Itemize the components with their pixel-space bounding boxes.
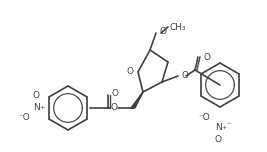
Text: O: O: [111, 104, 117, 112]
Text: +: +: [221, 125, 226, 130]
Text: ⁻: ⁻: [226, 121, 231, 131]
Polygon shape: [131, 92, 143, 108]
Text: +: +: [39, 105, 44, 110]
Text: O: O: [214, 135, 222, 145]
Text: ⁻O: ⁻O: [198, 114, 210, 123]
Text: O: O: [127, 67, 134, 76]
Text: N: N: [33, 104, 39, 112]
Text: ⁻O: ⁻O: [18, 114, 30, 123]
Text: O: O: [33, 92, 40, 100]
Text: CH₃: CH₃: [170, 22, 187, 31]
Text: O: O: [112, 88, 119, 97]
Text: O: O: [181, 71, 188, 81]
Text: N: N: [215, 123, 221, 133]
Text: O: O: [203, 52, 210, 62]
Text: O: O: [159, 26, 166, 36]
